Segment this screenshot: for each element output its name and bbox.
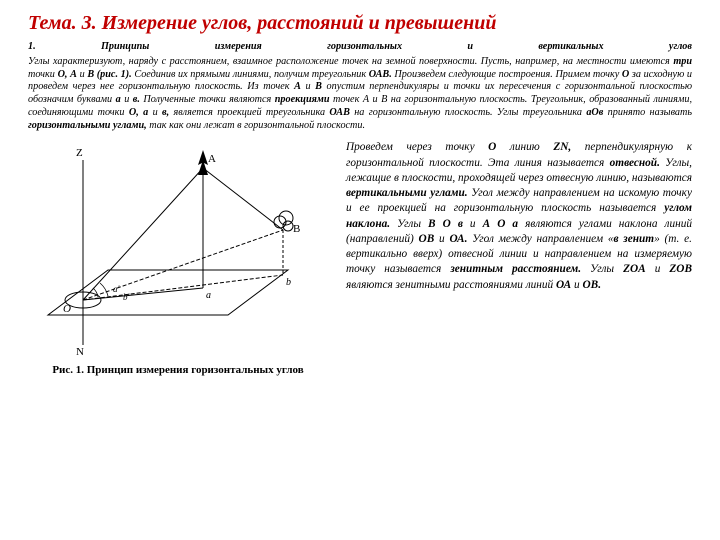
svg-text:Z: Z [76,147,83,159]
svg-text:A: A [208,153,216,165]
section-heading: 1. Принципы измерения горизонтальных и в… [28,41,692,54]
section-w6: углов [669,41,692,54]
section-w2: измерения [215,41,262,54]
svg-text:O: O [63,303,71,315]
section-w1: Принципы [101,41,149,54]
section-w5: вертикальных [538,41,603,54]
svg-text:B: B [293,223,300,235]
svg-text:a: a [206,290,211,301]
section-number: 1. [28,41,36,54]
paragraph-1: Углы характеризуют, наряду с расстоянием… [28,56,692,133]
page-title: Тема. 3. Измерение углов, расстояний и п… [28,12,692,35]
section-w4: и [467,41,473,54]
svg-text:b: b [286,277,291,288]
angle-diagram: Z N O A B a b a' b' [28,140,328,360]
section-w3: горизонтальных [327,41,402,54]
svg-text:N: N [76,346,84,358]
paragraph-2: Проведем через точку О линию ZN, перпенд… [346,140,692,376]
svg-text:a': a' [113,284,121,294]
figure-1: Z N O A B a b a' b' Рис. 1. Принцип изме… [28,140,328,376]
svg-text:b': b' [123,292,131,302]
lower-row: Z N O A B a b a' b' Рис. 1. Принцип изме… [28,140,692,376]
figure-caption: Рис. 1. Принцип измерения горизонтальных… [28,364,328,376]
